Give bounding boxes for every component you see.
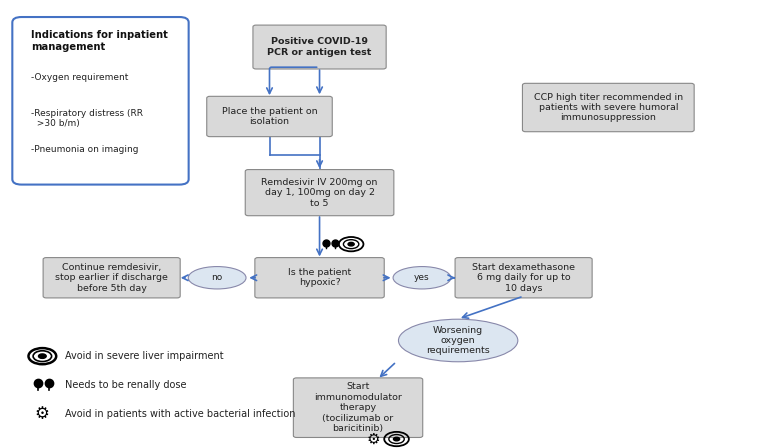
Text: -Pneumonia on imaging: -Pneumonia on imaging [31,145,139,154]
Ellipse shape [188,267,246,289]
Text: ⚙: ⚙ [35,405,50,423]
Text: Start dexamethasone
6 mg daily for up to
10 days: Start dexamethasone 6 mg daily for up to… [472,263,575,293]
Circle shape [38,354,46,358]
FancyBboxPatch shape [43,258,180,298]
Text: Worsening
oxygen
requirements: Worsening oxygen requirements [427,326,490,355]
FancyBboxPatch shape [206,96,333,137]
Ellipse shape [398,319,517,362]
Text: -Respiratory distress (RR
  >30 b/m): -Respiratory distress (RR >30 b/m) [31,109,142,128]
FancyBboxPatch shape [245,169,394,216]
Text: CCP high titer recommended in
patients with severe humoral
immunosuppression: CCP high titer recommended in patients w… [534,93,683,122]
FancyBboxPatch shape [253,25,386,69]
Text: Start
immunomodulator
therapy
(tocilizumab or
baricitinib): Start immunomodulator therapy (tocilizum… [314,383,402,433]
Text: Is the patient
hypoxic?: Is the patient hypoxic? [288,268,351,288]
Text: ⚙: ⚙ [367,431,380,447]
FancyBboxPatch shape [12,17,189,185]
Text: Indications for inpatient
management: Indications for inpatient management [31,30,168,52]
Text: Avoid in severe liver impairment: Avoid in severe liver impairment [65,351,224,361]
FancyBboxPatch shape [293,378,423,437]
Text: no: no [212,273,223,282]
FancyBboxPatch shape [455,258,592,298]
Circle shape [348,242,354,246]
Text: -Oxygen requirement: -Oxygen requirement [31,73,128,82]
Text: Positive COVID-19
PCR or antigen test: Positive COVID-19 PCR or antigen test [267,37,372,57]
Text: Continue remdesivir,
stop earlier if discharge
before 5th day: Continue remdesivir, stop earlier if dis… [55,263,168,293]
Text: Place the patient on
isolation: Place the patient on isolation [222,107,317,126]
Ellipse shape [393,267,451,289]
Text: Needs to be renally dose: Needs to be renally dose [65,380,187,390]
FancyBboxPatch shape [255,258,384,298]
Circle shape [393,437,400,441]
Text: yes: yes [414,273,430,282]
Text: Avoid in patients with active bacterial infection: Avoid in patients with active bacterial … [65,409,296,419]
Text: Remdesivir IV 200mg on
day 1, 100mg on day 2
to 5: Remdesivir IV 200mg on day 1, 100mg on d… [261,178,378,207]
FancyBboxPatch shape [523,83,695,132]
